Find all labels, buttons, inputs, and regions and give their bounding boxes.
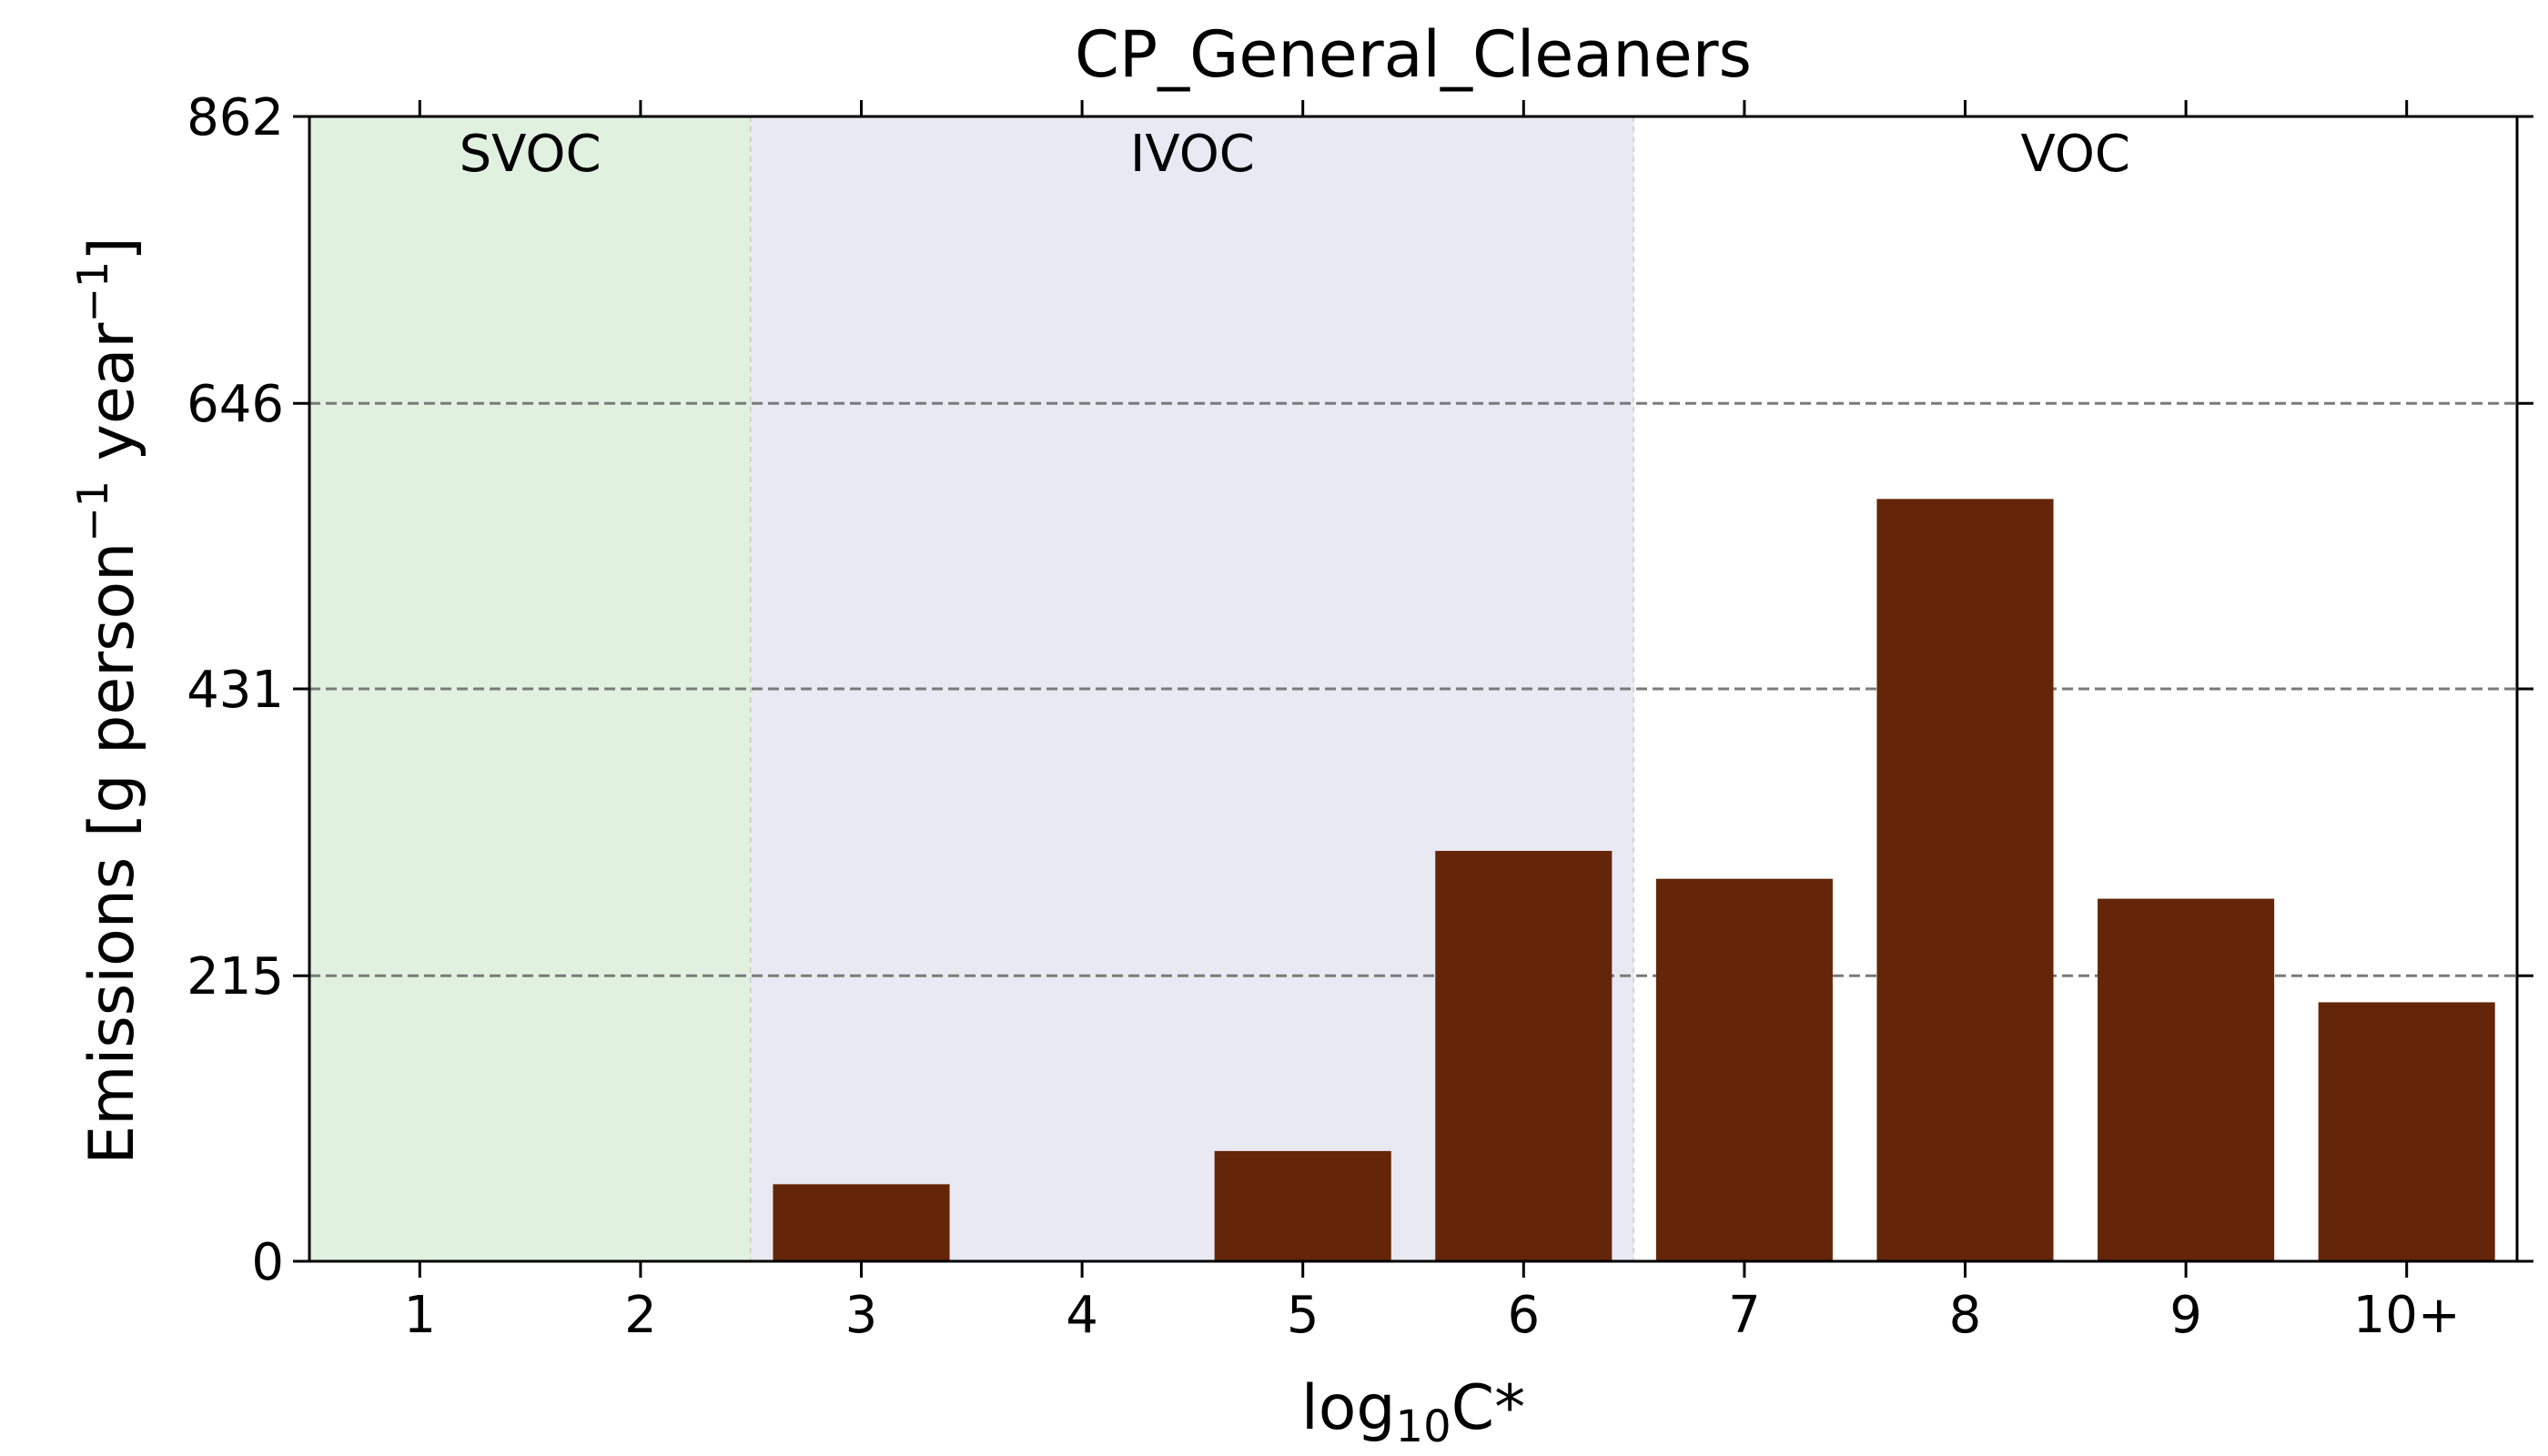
bar-8 [1876,499,2054,1261]
y-tick-label: 0 [251,1233,284,1292]
bar-10+ [2318,1002,2495,1261]
x-axis-ticks: 1 2 3 4 5 6 7 8 9 10+ [403,100,2461,1345]
x-axis-label-main: log [1301,1372,1396,1444]
x-tick-label: 2 [624,1286,657,1345]
bar-5 [1214,1150,1391,1261]
x-tick-label: 9 [2169,1286,2202,1345]
y-axis-ticks: 0 215 431 646 862 [187,88,2533,1292]
region-backgrounds [309,116,2517,1261]
region-label-ivoc: IVOC [1130,125,1255,184]
y-tick-label: 431 [187,661,284,720]
y-axis-label-main: Emissions [g person [76,542,148,1165]
y-tick-label: 215 [187,947,284,1006]
x-tick-label: 3 [845,1286,878,1345]
x-tick-label: 4 [1066,1286,1098,1345]
region-labels: SVOC IVOC VOC [460,125,2130,184]
x-axis-label: log10C* [1301,1372,1525,1452]
chart-title: CP_General_Cleaners [1075,17,1752,92]
bar-6 [1435,851,1613,1261]
x-tick-label: 7 [1728,1286,1761,1345]
y-tick-label: 646 [187,375,284,434]
region-label-voc: VOC [2021,125,2131,184]
y-axis-label-sup1: −1 [68,480,117,542]
y-tick-label: 862 [187,88,284,147]
region-label-svoc: SVOC [460,125,602,184]
bar-3 [773,1184,950,1261]
x-axis-label-sub: 10 [1396,1401,1451,1452]
y-axis-label-sup2: −1 [68,261,117,323]
x-tick-label: 6 [1507,1286,1540,1345]
bar-9 [2098,898,2275,1261]
x-tick-label: 10+ [2353,1286,2461,1345]
x-tick-label: 1 [403,1286,436,1345]
bars [773,499,2495,1261]
y-axis-label: Emissions [g person−1 year−1] [68,237,148,1164]
y-axis-label-end: ] [76,237,148,261]
x-axis-label-tail: C* [1451,1372,1525,1444]
y-axis-label-mid: year [76,323,148,480]
bar-7 [1655,878,1833,1261]
x-tick-label: 8 [1949,1286,1982,1345]
x-tick-label: 5 [1287,1286,1320,1345]
